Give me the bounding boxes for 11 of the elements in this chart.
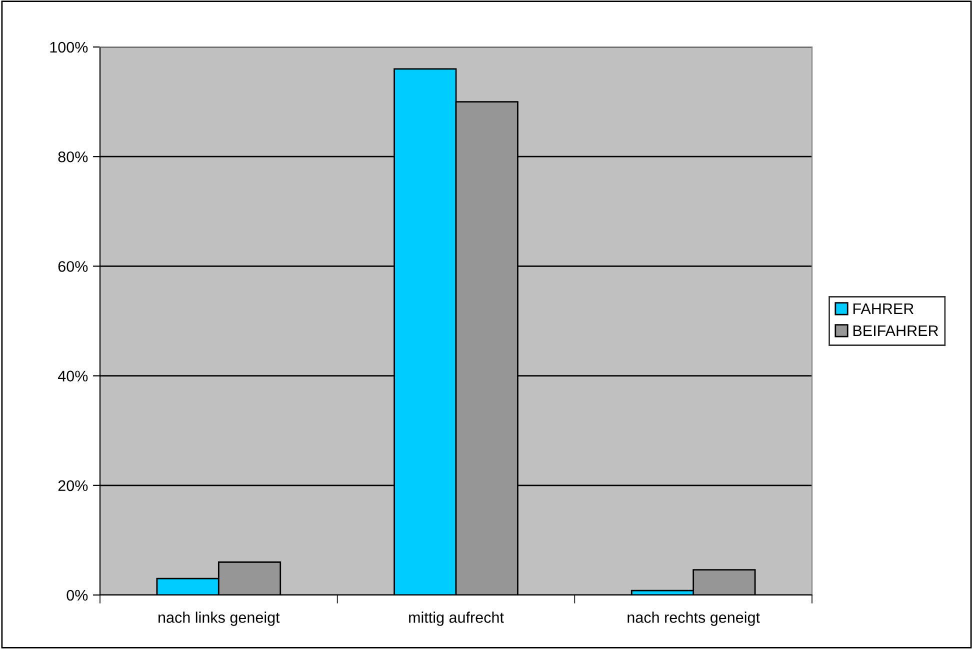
- y-tick-label: 40%: [58, 370, 88, 382]
- y-tick-label: 0%: [66, 590, 88, 601]
- x-tick-label: nach rechts geneigt: [628, 612, 760, 626]
- y-tick-label: 100%: [50, 42, 88, 53]
- legend-label: BEIFAHRER: [853, 325, 938, 336]
- x-tick-label: nach links geneigt: [158, 612, 280, 626]
- x-tick-label: mittig aufrecht: [409, 612, 504, 626]
- y-tick-label: 60%: [58, 261, 88, 272]
- legend-label: FAHRER: [853, 304, 914, 314]
- y-tick-label: 20%: [58, 480, 88, 492]
- y-tick-label: 80%: [58, 151, 88, 162]
